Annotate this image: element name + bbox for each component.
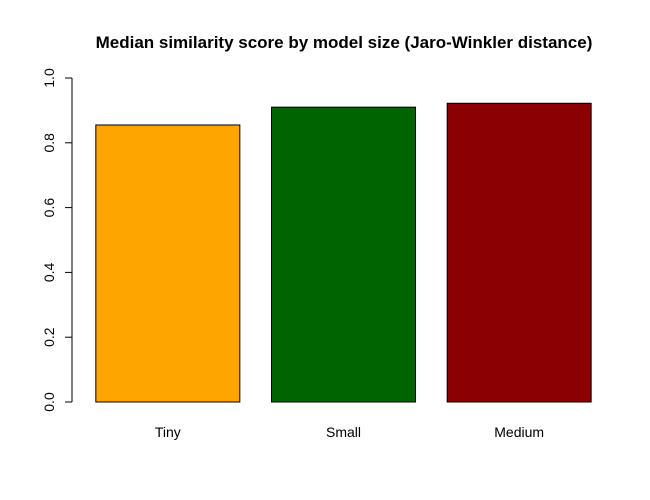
bar-tiny [95, 124, 241, 403]
x-tick-label: Tiny [155, 424, 181, 440]
y-tick-label: 0.2 [41, 327, 57, 347]
x-axis-labels: Tiny Small Medium [155, 424, 544, 440]
bar-small [271, 106, 416, 403]
y-tick-label: 0.0 [41, 392, 57, 412]
x-tick-label: Small [326, 424, 361, 440]
y-tick-label: 0.6 [41, 198, 57, 218]
chart-title: Median similarity score by model size (J… [96, 33, 593, 52]
bars [95, 102, 592, 403]
y-tick-label: 0.8 [41, 133, 57, 153]
y-tick-label: 0.4 [41, 262, 57, 282]
x-tick-label: Medium [494, 424, 544, 440]
y-axis: 0.0 0.2 0.4 0.6 0.8 1.0 [41, 68, 73, 412]
y-tick-label: 1.0 [41, 68, 57, 88]
bar-medium [446, 102, 592, 403]
